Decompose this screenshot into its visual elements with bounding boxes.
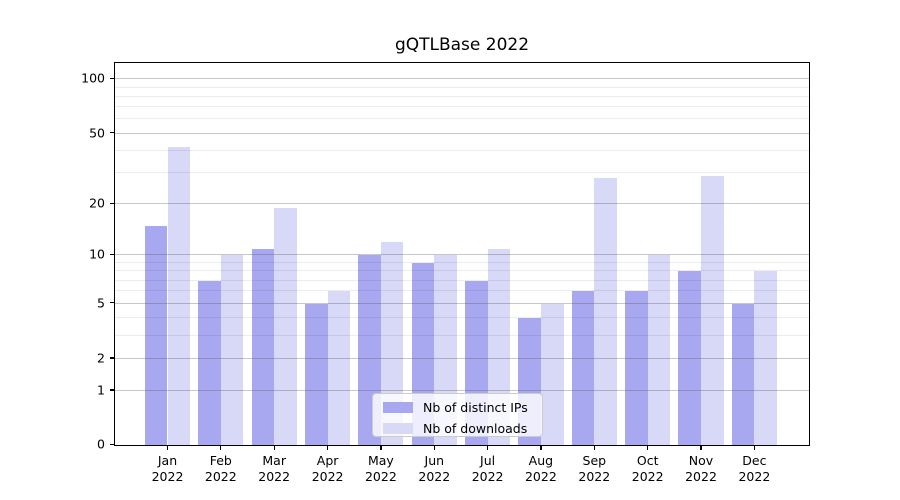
ytick-mark-20 <box>110 202 115 204</box>
ytick-label-100: 100 <box>81 70 105 86</box>
bar-distinct-ips-nov <box>678 271 701 445</box>
gridline-minor-80 <box>115 95 809 97</box>
ytick-label-50: 50 <box>89 125 105 140</box>
ytick-label-1: 1 <box>97 382 105 398</box>
gridline-minor-70 <box>115 106 809 108</box>
xtick-mark-jun <box>433 445 435 450</box>
gridline-minor-90 <box>115 86 809 88</box>
ytick-label-20: 20 <box>89 195 105 211</box>
xtick-mark-apr <box>326 445 329 450</box>
bar-distinct-ips-mar <box>251 248 275 445</box>
bar-distinct-ips-jan <box>144 225 168 445</box>
ytick-mark-2 <box>110 357 115 359</box>
xtick-mark-aug <box>540 445 542 450</box>
xtick-mark-nov <box>700 445 702 450</box>
bar-downloads-jan <box>167 147 191 445</box>
legend-item-distinct-ips: Nb of distinct IPs <box>373 399 542 416</box>
xtick-label-oct: Oct 2022 <box>631 453 664 484</box>
gridline-100 <box>115 78 809 80</box>
bar-downloads-feb <box>220 255 244 445</box>
xtick-label-may: May 2022 <box>364 453 397 484</box>
ytick-label-2: 2 <box>97 350 105 366</box>
xtick-mark-oct <box>647 445 649 450</box>
xtick-mark-feb <box>220 445 222 450</box>
legend-label-downloads: Nb of downloads <box>423 421 528 436</box>
bar-distinct-ips-sep <box>571 291 595 445</box>
bar-downloads-oct <box>647 255 671 445</box>
xtick-label-dec: Dec 2022 <box>738 453 771 484</box>
gridline-minor-40 <box>115 149 809 151</box>
ytick-mark-10 <box>110 253 115 256</box>
xtick-mark-mar <box>273 445 275 450</box>
gridline-minor-30 <box>115 172 809 174</box>
xtick-mark-jul <box>486 445 489 450</box>
xtick-mark-may <box>380 445 382 450</box>
xtick-label-feb: Feb 2022 <box>204 453 237 484</box>
bar-downloads-mar <box>274 207 297 445</box>
bar-distinct-ips-oct <box>625 291 648 445</box>
bar-distinct-ips-feb <box>198 280 221 445</box>
bar-distinct-ips-apr <box>304 303 328 445</box>
ytick-mark-0 <box>110 443 115 445</box>
plot-area: Nb of distinct IPs Nb of downloads 0 1 2 5 1… <box>81 62 810 484</box>
bar-downloads-apr <box>327 291 351 445</box>
xtick-label-jun: Jun 2022 <box>418 453 451 484</box>
ytick-label-10: 10 <box>89 246 105 262</box>
ytick-mark-100 <box>110 77 115 80</box>
bar-downloads-nov <box>701 175 724 445</box>
legend-label-distinct-ips: Nb of distinct IPs <box>423 400 528 415</box>
bar-downloads-dec <box>754 271 777 445</box>
bar-distinct-ips-dec <box>731 303 755 445</box>
ytick-label-0: 0 <box>97 436 105 452</box>
xtick-mark-sep <box>593 445 595 450</box>
legend-item-downloads: Nb of downloads <box>373 420 542 437</box>
xtick-label-nov: Nov 2022 <box>685 453 717 484</box>
ytick-mark-1 <box>110 389 115 391</box>
xtick-mark-jan <box>166 445 169 450</box>
xtick-label-apr: Apr 2022 <box>311 453 344 484</box>
xtick-label-mar: Mar 2022 <box>258 453 291 484</box>
legend-swatch-distinct-ips <box>383 402 413 413</box>
xtick-label-jul: Jul 2022 <box>471 453 504 484</box>
ytick-mark-50 <box>110 132 115 134</box>
legend-swatch-downloads <box>383 423 413 434</box>
ytick-mark-5 <box>110 302 115 304</box>
gridline-minor-60 <box>115 118 809 120</box>
ytick-label-5: 5 <box>97 295 105 311</box>
xtick-mark-dec <box>753 445 755 450</box>
xtick-label-aug: Aug 2022 <box>524 453 557 484</box>
legend: Nb of distinct IPs Nb of downloads <box>372 393 543 437</box>
xtick-label-sep: Sep 2022 <box>578 453 611 484</box>
bar-downloads-sep <box>594 178 617 445</box>
chart-title: gQTLBase 2022 <box>394 35 530 55</box>
xtick-label-jan: Jan 2022 <box>151 453 184 484</box>
bar-downloads-aug <box>540 303 564 445</box>
gridline-50 <box>115 132 809 134</box>
